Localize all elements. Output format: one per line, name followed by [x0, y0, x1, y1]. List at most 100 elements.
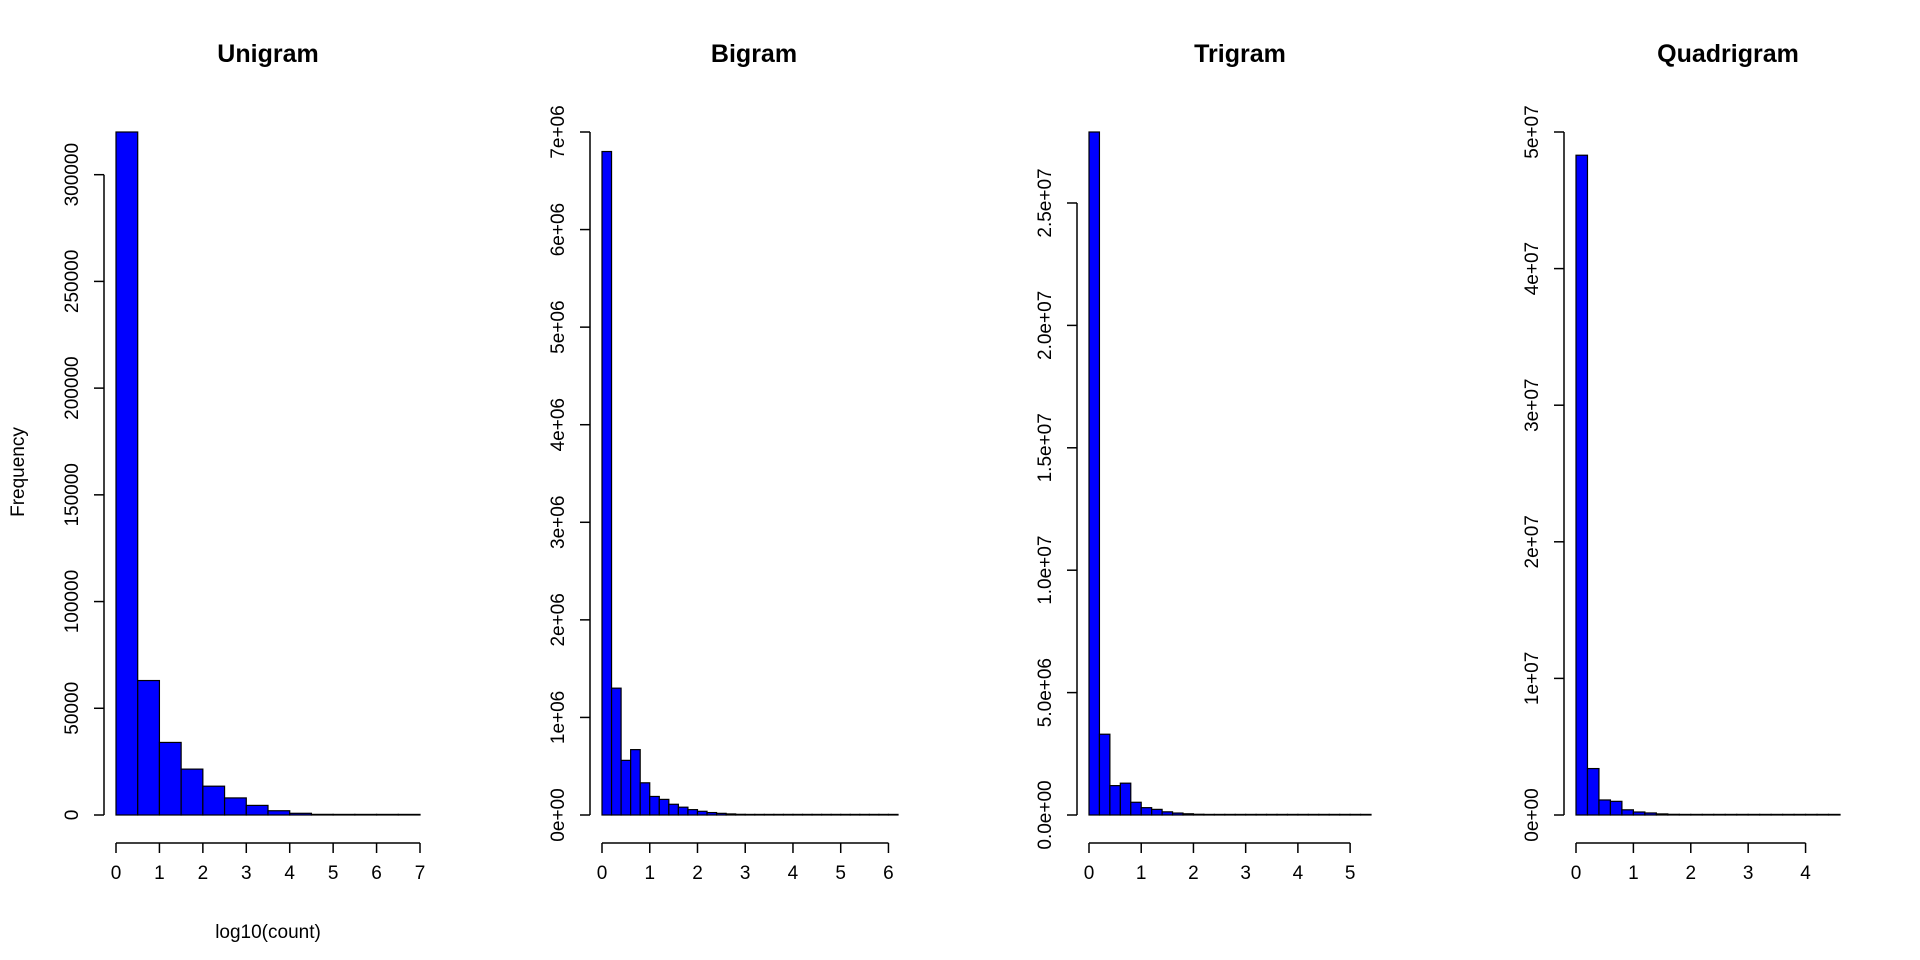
histogram-bar [1759, 813, 1772, 816]
histogram-bar [782, 813, 794, 816]
histogram-bar [1816, 813, 1830, 816]
y-tick-label: 2e+06 [548, 593, 569, 646]
histogram-bar [1171, 812, 1184, 816]
chart-panel-trigram: Trigram 0 1 2 3 4 5 0.0e+00 5.0e+06 1.0e+07 1.5e+0… [1035, 40, 1372, 884]
chart-panel-unigram: Unigram 0 1 2 3 4 5 6 7 0 50000 100000 150000 200000 2… [62, 40, 425, 884]
x-tick-label: 0 [1571, 863, 1582, 884]
histogram-bar [725, 813, 737, 816]
y-tick-label: 1.0e+07 [1035, 536, 1056, 605]
y-tick-label: 1.5e+07 [1035, 413, 1056, 482]
histogram-bar [158, 741, 182, 816]
histogram-bar [1297, 813, 1309, 816]
histogram-bar [668, 803, 679, 816]
histogram-bar [1245, 813, 1257, 816]
x-tick-label: 6 [371, 863, 382, 884]
histogram-bar [289, 812, 313, 816]
y-tick-label: 1e+06 [548, 691, 569, 744]
y-tick-label: 150000 [62, 463, 83, 526]
y-tick-label: 2e+07 [1522, 515, 1543, 568]
histogram-bar [620, 759, 632, 816]
histogram-bar [375, 813, 399, 816]
histogram-bar [1782, 813, 1795, 816]
x-tick-label: 4 [1293, 863, 1304, 884]
y-tick-label: 2.0e+07 [1035, 291, 1056, 360]
histogram-bar [601, 150, 613, 816]
histogram-bar [1130, 801, 1142, 816]
histogram-bar [1151, 808, 1163, 816]
histogram-bar [1724, 813, 1738, 816]
histogram-bar [1276, 813, 1289, 816]
histogram-bar [821, 813, 832, 816]
histogram-bar [1192, 813, 1205, 816]
x-tick-label: 2 [1188, 863, 1199, 884]
histogram-bar [811, 813, 823, 816]
chart-title: Quadrigram [1657, 40, 1799, 68]
histogram-bar [715, 812, 727, 816]
histogram-bar [696, 810, 708, 816]
x-tick-label: 1 [1628, 863, 1639, 884]
histogram-bar [1224, 813, 1236, 816]
histogram-bar [868, 813, 880, 816]
x-tick-label: 0 [1084, 863, 1095, 884]
histogram-bar [649, 795, 660, 816]
y-tick-label: 300000 [62, 143, 83, 206]
histogram-bar [1349, 813, 1362, 816]
y-tick-label: 0e+00 [1522, 788, 1543, 841]
x-tick-label: 3 [1240, 863, 1251, 884]
histogram-bar [1736, 813, 1749, 816]
histogram-bar [1632, 811, 1646, 816]
histogram-bar [754, 813, 765, 816]
histogram-bar [1307, 813, 1320, 816]
x-tick-label: 2 [692, 863, 703, 884]
y-tick-label: 200000 [62, 356, 83, 419]
y-tick-label: 5e+06 [548, 300, 569, 353]
y-tick-label: 0 [62, 810, 83, 821]
histogram-bar [1701, 813, 1715, 816]
histogram-bar [859, 813, 870, 816]
histogram-bar [1793, 813, 1807, 816]
x-tick-label: 4 [284, 863, 295, 884]
x-tick-label: 1 [154, 863, 165, 884]
x-tick-label: 5 [1345, 863, 1356, 884]
histogram-bar [658, 798, 670, 816]
histogram-bar [202, 785, 226, 816]
histogram-bar [849, 813, 861, 816]
chart-title: Unigram [217, 40, 318, 68]
histogram-bar [267, 810, 291, 816]
y-tick-label: 4e+06 [548, 398, 569, 451]
histogram-bar [639, 782, 651, 816]
histogram-bar [1359, 813, 1372, 816]
y-tick-label: 1e+07 [1522, 652, 1543, 705]
x-tick-label: 5 [328, 863, 339, 884]
histogram-bar [630, 749, 641, 816]
histogram-bar [1234, 813, 1247, 816]
histogram-bar [1119, 782, 1132, 816]
histogram-bar [887, 813, 899, 816]
histogram-bar [354, 813, 378, 816]
histogram-bar [1667, 813, 1680, 816]
chart-panel-quadrigram: Quadrigram 0 1 2 3 4 0e+00 1e+07 2e+07 3e+07 4e+07… [1522, 40, 1841, 884]
x-tick-label: 1 [644, 863, 655, 884]
histogram-bar [1265, 813, 1278, 816]
x-tick-label: 6 [883, 863, 894, 884]
histogram-bar [801, 813, 813, 816]
histogram-bar [1804, 813, 1818, 816]
x-tick-label: 4 [1800, 863, 1811, 884]
histogram-bar [1182, 813, 1195, 816]
histogram-bar [1690, 813, 1703, 816]
histogram-bar [310, 813, 334, 816]
histogram-bar [1770, 813, 1784, 816]
histogram-bar [1109, 785, 1121, 816]
histogram-bar [1213, 813, 1226, 816]
x-tick-label: 3 [241, 863, 252, 884]
y-tick-label: 250000 [62, 250, 83, 313]
histogram-bar [1678, 813, 1692, 816]
histogram-bar [1161, 811, 1174, 816]
histogram-bar [1255, 813, 1268, 816]
y-tick-label: 2.5e+07 [1035, 168, 1056, 237]
histogram-bar [1655, 813, 1669, 816]
x-tick-label: 7 [415, 863, 426, 884]
histogram-bar [610, 687, 622, 816]
histogram-bar [735, 813, 746, 816]
y-tick-label: 6e+06 [548, 203, 569, 256]
